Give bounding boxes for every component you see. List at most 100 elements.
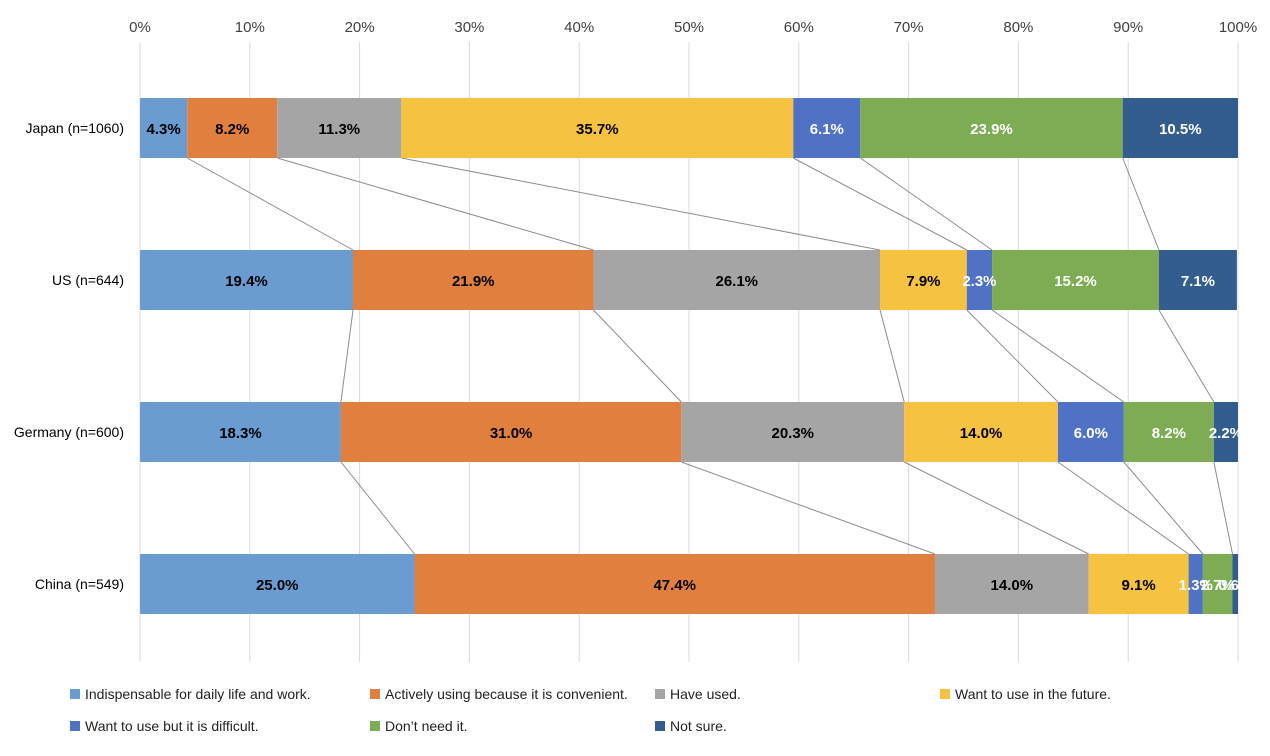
- legend-swatch: [70, 721, 80, 731]
- legend-label: Have used.: [670, 686, 741, 702]
- legend-item: Have used.: [655, 686, 741, 702]
- series-connector-line: [991, 309, 1125, 403]
- legend-swatch: [940, 689, 950, 699]
- x-tick-label: 60%: [784, 19, 814, 36]
- bar-segment: [1232, 554, 1238, 614]
- stacked-bar-chart: 0% 10% 20% 30% 40% 50% 60% 70% 80% 90% 100% Japan (…: [14, 19, 1257, 662]
- bar-segment: [1158, 250, 1237, 310]
- series-connector-line: [1123, 461, 1204, 555]
- data-label: 14.0%: [960, 425, 1003, 442]
- legend-item: Want to use but it is difficult.: [70, 718, 259, 734]
- data-label: 20.3%: [771, 425, 814, 442]
- data-label: 2.3%: [962, 273, 996, 290]
- series-connector-line: [903, 461, 1089, 555]
- data-label: 8.2%: [215, 121, 249, 138]
- legend-label: Actively using because it is convenient.: [385, 686, 628, 702]
- bar-segment: [1123, 402, 1214, 462]
- data-label: 26.1%: [715, 273, 758, 290]
- data-label: 6.0%: [1074, 425, 1108, 442]
- series-connector-line: [340, 461, 415, 555]
- category-label: China (n=549): [35, 576, 124, 592]
- bar-segment: [1088, 554, 1189, 614]
- data-label: 4.3%: [147, 121, 181, 138]
- data-label: 7.1%: [1181, 273, 1215, 290]
- series-connector-line: [340, 309, 354, 403]
- x-tick-label: 0%: [129, 19, 151, 36]
- series-connector-line: [277, 157, 594, 251]
- bars: [140, 98, 1238, 614]
- bar-segment: [140, 250, 354, 310]
- bar-segment: [593, 250, 881, 310]
- series-connector-line: [1057, 461, 1189, 555]
- data-label: 0.6%: [1218, 577, 1252, 594]
- series-connector-line: [966, 309, 1059, 403]
- data-label: 15.2%: [1054, 273, 1097, 290]
- bar-segment: [934, 554, 1089, 614]
- bar-segment: [1122, 98, 1238, 158]
- legend-item: Don’t need it.: [370, 718, 468, 734]
- legend-label: Want to use in the future.: [955, 686, 1111, 702]
- legend-swatch: [370, 721, 380, 731]
- data-label: 11.3%: [318, 121, 360, 138]
- legend-label: Not sure.: [670, 718, 727, 734]
- bar-segment: [277, 98, 402, 158]
- bar-segment: [414, 554, 935, 614]
- series-connector-line: [1158, 309, 1215, 403]
- legend-swatch: [370, 689, 380, 699]
- legend: Indispensable for daily life and work. Ac…: [70, 686, 1260, 746]
- x-tick-label: 100%: [1219, 19, 1257, 36]
- x-tick-label: 20%: [345, 19, 375, 36]
- data-label: 14.0%: [991, 577, 1034, 594]
- x-tick-label: 50%: [674, 19, 704, 36]
- legend-item: Not sure.: [655, 718, 727, 734]
- data-label: 18.3%: [219, 425, 262, 442]
- series-connector-line: [1122, 157, 1160, 251]
- legend-swatch: [655, 721, 665, 731]
- data-label: 25.0%: [256, 577, 299, 594]
- data-label: 23.9%: [970, 121, 1013, 138]
- series-connector-line: [879, 309, 905, 403]
- bar-segment: [1213, 402, 1238, 462]
- bar-segment: [904, 402, 1058, 462]
- series-connector-line: [793, 157, 968, 251]
- series-connector-line: [186, 157, 354, 251]
- data-label: 7.9%: [906, 273, 940, 290]
- data-label: 47.4%: [653, 577, 696, 594]
- data-label: 2.2%: [1209, 425, 1243, 442]
- x-tick-label: 10%: [235, 19, 265, 36]
- legend-label: Indispensable for daily life and work.: [85, 686, 311, 702]
- x-tick-label: 40%: [564, 19, 594, 36]
- series-connector-line: [401, 157, 881, 251]
- series-connector-line: [1213, 461, 1234, 555]
- data-label: 2.7%: [1201, 577, 1235, 594]
- bar-segment: [1057, 402, 1124, 462]
- legend-item: Indispensable for daily life and work.: [70, 686, 311, 702]
- legend-label: Want to use but it is difficult.: [85, 718, 259, 734]
- bar-segment: [401, 98, 794, 158]
- legend-item: Actively using because it is convenient.: [370, 686, 628, 702]
- bar-segment: [793, 98, 861, 158]
- x-tick-label: 80%: [1003, 19, 1033, 36]
- bar-segment: [140, 98, 188, 158]
- bar-segment: [340, 402, 682, 462]
- data-label: 21.9%: [452, 273, 495, 290]
- bar-segment: [681, 402, 905, 462]
- series-connector-line: [860, 157, 993, 251]
- bar-segment: [187, 98, 278, 158]
- x-tick-label: 90%: [1113, 19, 1143, 36]
- bar-segment: [860, 98, 1123, 158]
- data-label: 8.2%: [1152, 425, 1186, 442]
- x-tick-label: 70%: [894, 19, 924, 36]
- legend-swatch: [70, 689, 80, 699]
- bar-segment: [880, 250, 967, 310]
- bar-segment: [992, 250, 1159, 310]
- bar-segment: [966, 250, 993, 310]
- series-connector-line: [681, 461, 936, 555]
- data-label: 35.7%: [576, 121, 619, 138]
- data-label: 1.3%: [1179, 577, 1213, 594]
- series-connector-line: [593, 309, 682, 403]
- bar-segment: [1202, 554, 1233, 614]
- bar-segment: [140, 554, 415, 614]
- x-tick-label: 30%: [454, 19, 484, 36]
